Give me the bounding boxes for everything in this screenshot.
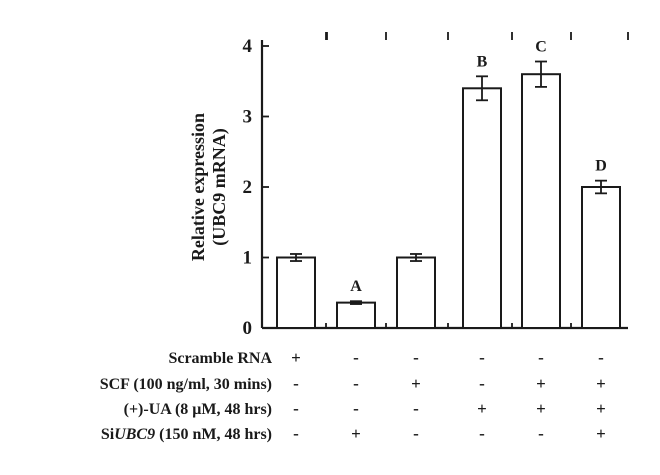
condition-sign: + (291, 348, 301, 367)
condition-sign: - (293, 374, 299, 393)
condition-sign: - (413, 424, 419, 443)
condition-label: (+)-UA (8 μM, 48 hrs) (124, 401, 272, 418)
bars: A B C D (276, 39, 621, 329)
condition-sign: + (351, 424, 361, 443)
significance-label: B (477, 53, 488, 70)
condition-sign: + (536, 399, 546, 418)
y-axis-label: Relative expression (188, 113, 208, 261)
condition-sign: + (596, 399, 606, 418)
bar (462, 87, 502, 329)
condition-sign: - (598, 348, 604, 367)
condition-sign: - (413, 348, 419, 367)
condition-sign: - (293, 424, 299, 443)
condition-table: Scramble RNA + - - - - - SCF (100 ng/ml, 30 min… (100, 348, 606, 443)
error-bar (410, 253, 422, 262)
error-bar (350, 300, 362, 305)
condition-label: SiUBC9 (150 nM, 48 hrs) (101, 426, 272, 443)
condition-sign: + (536, 374, 546, 393)
condition-sign: - (538, 424, 544, 443)
error-bar (290, 253, 302, 262)
error-bar (535, 60, 547, 88)
error-bar (595, 179, 607, 195)
axes: 0 1 2 3 4 (243, 32, 629, 339)
condition-sign: - (353, 374, 359, 393)
significance-label: A (350, 278, 362, 295)
condition-sign: - (353, 399, 359, 418)
condition-sign: - (293, 399, 299, 418)
y-tick-label: 0 (243, 318, 253, 339)
y-tick-label: 3 (243, 107, 253, 128)
condition-sign: - (479, 374, 485, 393)
condition-label: Scramble RNA (168, 350, 272, 367)
bar (276, 256, 316, 329)
significance-label: C (535, 39, 547, 56)
bar (396, 256, 436, 329)
condition-sign: - (413, 399, 419, 418)
condition-sign: - (479, 424, 485, 443)
y-tick-label: 4 (243, 36, 253, 57)
y-axis-title: Relative expression (UBC9 mRNA) (188, 113, 230, 261)
condition-label: SCF (100 ng/ml, 30 mins) (100, 376, 272, 393)
condition-sign: - (538, 348, 544, 367)
condition-sign: + (596, 374, 606, 393)
condition-sign: + (596, 424, 606, 443)
bar (521, 73, 561, 329)
bar (336, 301, 376, 329)
condition-sign: + (477, 399, 487, 418)
bar (581, 186, 621, 329)
significance-label: D (595, 158, 607, 175)
error-bar (476, 75, 488, 102)
condition-sign: - (479, 348, 485, 367)
y-axis-label: (UBC9 mRNA) (209, 128, 230, 245)
condition-sign: + (411, 374, 421, 393)
y-tick-label: 1 (243, 248, 253, 269)
y-tick-label: 2 (243, 177, 253, 198)
condition-sign: - (353, 348, 359, 367)
